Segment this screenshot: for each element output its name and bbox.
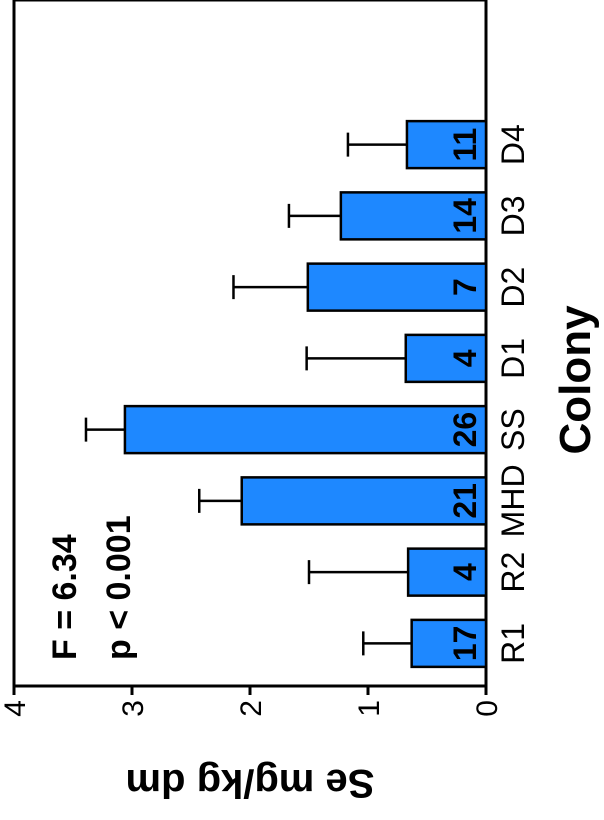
bar-n-label: 14	[447, 198, 483, 234]
y-tick-label: 1	[353, 700, 386, 717]
category-label: MHD	[495, 464, 531, 537]
plot-area: 0 1 2 3 4 17 R1 4 R2 21 MHD 26 SS 4 D1 7 D2 14 D3 11 D4	[0, 0, 531, 717]
category-label: D3	[495, 195, 531, 236]
bar-n-label: 21	[447, 483, 483, 519]
category-label: D1	[495, 338, 531, 379]
y-axis-label: Se mg/kg dm	[126, 761, 375, 805]
category-label: SS	[495, 408, 531, 451]
x-axis-label: Colony	[551, 305, 600, 455]
bar-n-label: 4	[447, 349, 483, 367]
bar	[306, 262, 488, 312]
y-tick-label: 4	[0, 700, 32, 717]
category-label: R2	[495, 552, 531, 593]
bar-n-label: 11	[447, 128, 483, 162]
bar-n-label: 26	[447, 412, 483, 448]
bar-n-label: 17	[447, 626, 483, 662]
bar	[406, 547, 488, 597]
bar	[405, 119, 488, 170]
bar	[123, 404, 488, 455]
bar-n-label: 7	[447, 278, 483, 296]
annotation-p-value: p < 0.001	[100, 515, 138, 660]
category-label: D2	[495, 267, 531, 308]
annotation-f-statistic: F = 6.34	[46, 534, 84, 660]
y-tick-label: 0	[471, 700, 504, 717]
category-label: R1	[495, 623, 531, 664]
bar-n-label: 4	[447, 563, 483, 581]
y-tick-label: 3	[117, 700, 150, 717]
category-label: D4	[495, 124, 531, 165]
y-tick-label: 2	[235, 700, 268, 717]
